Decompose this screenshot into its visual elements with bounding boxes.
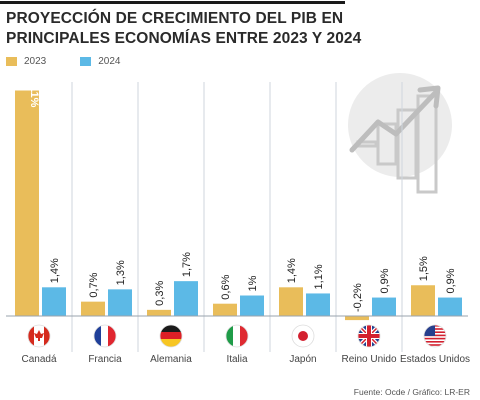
bar-2024 — [108, 289, 132, 316]
data-label-2024: 1,7% — [181, 252, 193, 277]
category-label: Japón — [289, 354, 316, 365]
category-label: Francia — [88, 354, 122, 365]
data-label-2023: 1,5% — [418, 256, 430, 281]
legend-item-2024: 2024 — [80, 55, 121, 67]
data-label-2024: 1,1% — [313, 264, 325, 289]
bar-2023 — [213, 303, 237, 316]
chart-title: PROYECCIÓN DE CRECIMIENTO DEL PIB EN PRI… — [6, 9, 386, 49]
japan-flag-icon — [291, 324, 315, 348]
title-line-1: PROYECCIÓN DE CRECIMIENTO DEL PIB EN — [6, 10, 344, 27]
legend-swatch-2023 — [6, 56, 17, 66]
growth-bar-outline — [396, 108, 418, 180]
legend-swatch-2024 — [80, 56, 92, 66]
bar-2024 — [306, 293, 330, 316]
bar-2024 — [174, 281, 198, 316]
bar-2023 — [147, 309, 171, 316]
data-label-2023: 0,3% — [154, 281, 166, 306]
category-label: Alemania — [150, 354, 192, 365]
france-flag-icon — [93, 324, 117, 348]
bar-2023 — [81, 301, 105, 316]
category-label: Estados Unidos — [400, 354, 470, 365]
data-label-2024: 1,4% — [49, 258, 61, 283]
top-rule — [0, 1, 345, 4]
title-line-2: PRINCIPALES ECONOMÍAS ENTRE 2023 Y 2024 — [6, 30, 362, 47]
data-label-2024: 0,9% — [379, 268, 391, 293]
data-label-2023: 0,7% — [88, 272, 100, 297]
legend-label-2024: 2024 — [98, 55, 121, 67]
legend-item-2023: 2023 — [6, 56, 46, 67]
bar-2023 — [411, 285, 435, 316]
growth-bar-outline — [416, 94, 438, 194]
bar-2023 — [345, 316, 369, 321]
canada-flag-icon — [27, 324, 51, 348]
uk-flag-icon — [357, 324, 381, 348]
data-label-2023: -0,2% — [352, 283, 364, 312]
category-label: Italia — [226, 354, 248, 365]
bar-2024 — [372, 297, 396, 316]
source-note: Fuente: Ocde / Gráfico: LR-ER — [353, 387, 470, 397]
data-label-2024: 1% — [247, 275, 259, 291]
germany-flag-icon — [159, 324, 183, 348]
data-label-2024: 0,9% — [445, 268, 457, 293]
usa-flag-icon — [423, 324, 447, 348]
data-label-2023: 1,4% — [286, 258, 298, 283]
bar-2024 — [240, 295, 264, 316]
data-label-2024: 1,3% — [115, 260, 127, 285]
data-label-2023: 11% — [28, 86, 40, 108]
category-label: Canadá — [21, 354, 56, 365]
category-label: Reino Unido — [341, 354, 396, 365]
italy-flag-icon — [225, 324, 249, 348]
growth-bar-outline — [376, 122, 398, 166]
bar-2024 — [438, 297, 462, 316]
legend: 2023 2024 — [6, 54, 155, 68]
bar-2024 — [42, 287, 66, 316]
data-label-2023: 0,6% — [220, 274, 232, 299]
growth-chart-icon — [348, 73, 452, 194]
bar-2023 — [15, 90, 39, 316]
bar-2023 — [279, 287, 303, 316]
legend-label-2023: 2023 — [24, 55, 47, 67]
